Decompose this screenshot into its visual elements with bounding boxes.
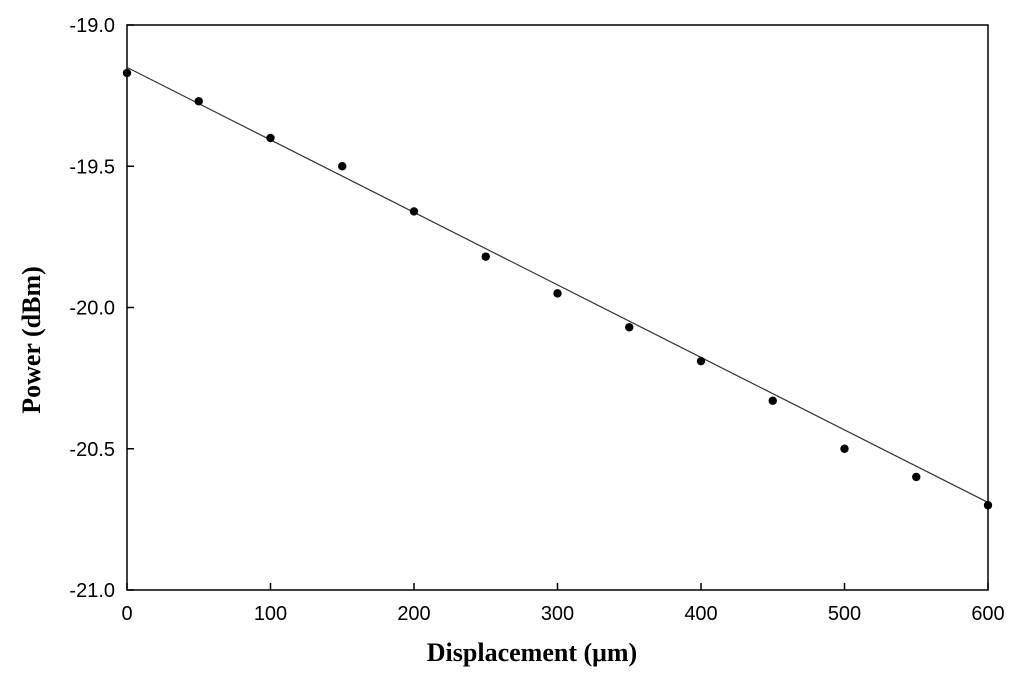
data-point bbox=[768, 396, 777, 405]
data-point bbox=[338, 162, 347, 171]
linear-fit-line bbox=[126, 66, 989, 503]
data-point bbox=[409, 207, 419, 216]
x-tick-label: 200 bbox=[397, 603, 430, 625]
y-tick-label: -20.0 bbox=[69, 298, 115, 320]
x-tick-label: 400 bbox=[684, 603, 717, 625]
data-point bbox=[696, 356, 706, 366]
data-point bbox=[983, 501, 993, 510]
y-axis-title: Power (dBm) bbox=[17, 266, 46, 414]
data-point bbox=[266, 133, 275, 143]
data-points-group bbox=[122, 68, 993, 510]
y-axis-ticks: -19.0 -19.5 -20.0 -20.5 -21.0 bbox=[69, 15, 134, 602]
data-point bbox=[194, 97, 203, 106]
data-point bbox=[840, 444, 849, 453]
data-point bbox=[625, 323, 634, 332]
x-tick-label: 300 bbox=[541, 603, 574, 625]
data-point bbox=[553, 289, 562, 298]
x-tick-label: 500 bbox=[828, 603, 861, 625]
y-tick-label: -21.0 bbox=[69, 580, 115, 602]
x-axis-ticks: 0 100 200 300 400 500 600 bbox=[121, 583, 1005, 625]
x-tick-label: 0 bbox=[121, 603, 132, 625]
plot-area-frame bbox=[126, 24, 989, 591]
data-point bbox=[912, 472, 921, 482]
y-tick-label: -19.0 bbox=[69, 15, 115, 37]
x-tick-label: 600 bbox=[971, 603, 1004, 625]
y-tick-label: -20.5 bbox=[69, 439, 115, 461]
x-axis-title: Displacement (μm) bbox=[427, 638, 637, 667]
data-point bbox=[122, 68, 132, 78]
fit-line-group bbox=[126, 66, 989, 503]
x-tick-label: 100 bbox=[254, 603, 287, 625]
y-tick-label: -19.5 bbox=[69, 156, 115, 178]
data-point bbox=[481, 252, 490, 261]
